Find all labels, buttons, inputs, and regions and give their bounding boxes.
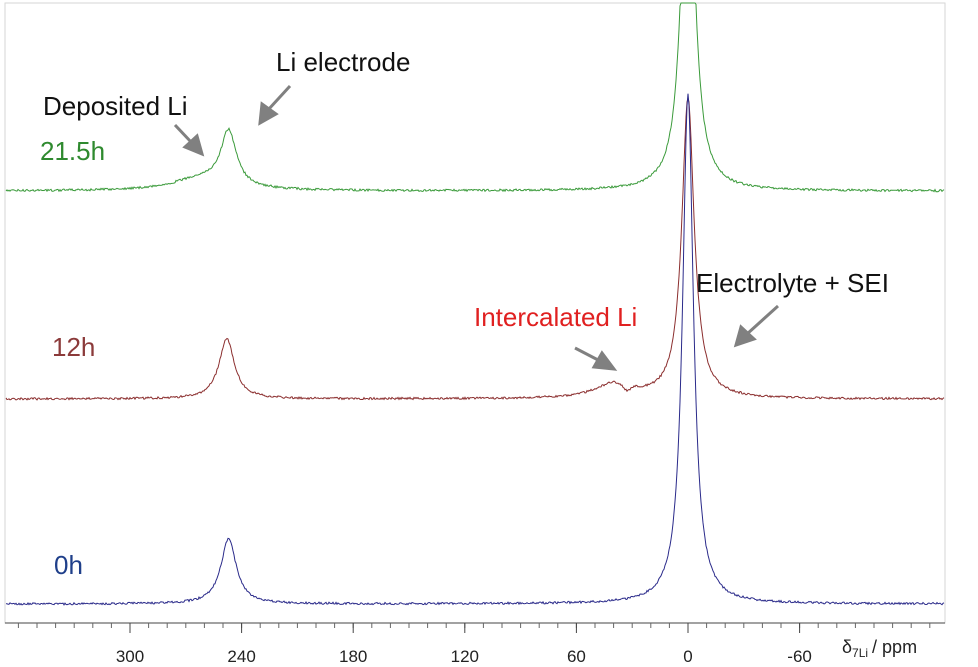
annotation-deposited-li: Deposited Li <box>43 91 188 121</box>
series-label-21-5h: 21.5h <box>40 136 105 166</box>
spectrum-trace-12h <box>5 98 945 401</box>
x-axis-label-subscript: 7Li <box>852 646 868 660</box>
x-tick-label: 0 <box>683 647 692 666</box>
spectrum-trace-21-5h <box>5 2 945 193</box>
x-tick-label: 240 <box>227 647 255 666</box>
x-axis-label-symbol: δ <box>842 637 852 657</box>
arrowhead-electrolyte-sei <box>733 324 757 348</box>
series-label-0h: 0h <box>54 550 83 580</box>
arrow-deposited-li <box>173 123 194 145</box>
annotation-electrolyte-sei: Electrolyte + SEI <box>696 268 889 298</box>
arrowhead-intercalated-li <box>591 350 618 371</box>
x-axis-label-unit: / ppm <box>872 637 917 657</box>
annotation-li-electrode: Li electrode <box>276 47 410 77</box>
annotation-arrows <box>173 84 780 371</box>
arrowhead-deposited-li <box>182 133 205 157</box>
x-axis-minor-ticks <box>17 623 931 628</box>
spectrum-trace-0h <box>5 93 945 606</box>
arrow-li-electrode <box>266 84 292 112</box>
x-axis-label: δ7Li / ppm <box>842 637 917 660</box>
spectra-traces <box>5 2 945 606</box>
x-tick-label: 60 <box>567 647 586 666</box>
x-tick-label: 120 <box>451 647 479 666</box>
x-axis-ticks: 300 240 180 120 60 0 -60 <box>116 623 812 666</box>
arrow-intercalated-li <box>574 346 601 363</box>
x-tick-label: 180 <box>339 647 367 666</box>
x-tick-label: -60 <box>787 647 812 666</box>
x-tick-label: 300 <box>116 647 144 666</box>
annotation-intercalated-li: Intercalated Li <box>474 302 637 332</box>
arrowhead-li-electrode <box>258 101 279 126</box>
arrow-electrolyte-sei <box>745 304 780 336</box>
series-label-12h: 12h <box>52 332 95 362</box>
